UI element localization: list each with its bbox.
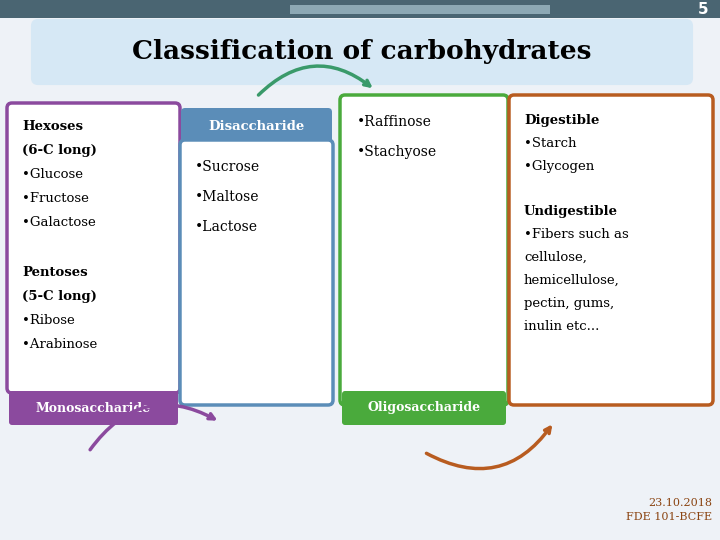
Text: 5: 5 (698, 3, 708, 17)
Text: Undigestible: Undigestible (524, 205, 618, 218)
Text: •Fibers such as: •Fibers such as (524, 228, 629, 241)
Text: Monosaccharide: Monosaccharide (36, 402, 151, 415)
Text: •Sucrose: •Sucrose (195, 160, 260, 174)
Text: cellulose,: cellulose, (524, 251, 587, 264)
FancyBboxPatch shape (181, 108, 332, 144)
FancyBboxPatch shape (510, 108, 712, 144)
Text: 23.10.2018
FDE 101-BCFE: 23.10.2018 FDE 101-BCFE (626, 497, 712, 522)
Text: (5-C long): (5-C long) (22, 290, 97, 303)
Text: Oligosaccharide: Oligosaccharide (367, 402, 480, 415)
FancyBboxPatch shape (342, 391, 506, 425)
Text: Disaccharide: Disaccharide (208, 119, 305, 132)
Text: •Stachyose: •Stachyose (357, 145, 437, 159)
Text: (6-C long): (6-C long) (22, 144, 97, 157)
Text: inulin etc...: inulin etc... (524, 320, 599, 333)
Text: Pentoses: Pentoses (22, 266, 88, 279)
Text: Digestible: Digestible (524, 114, 599, 127)
FancyBboxPatch shape (340, 95, 508, 405)
Text: Polysaccharide: Polysaccharide (556, 119, 667, 132)
Text: •Raffinose: •Raffinose (357, 115, 432, 129)
Text: •Glucose: •Glucose (22, 168, 83, 181)
Text: •Fructose: •Fructose (22, 192, 89, 205)
FancyBboxPatch shape (9, 391, 178, 425)
FancyBboxPatch shape (32, 20, 692, 84)
Text: Classification of carbohydrates: Classification of carbohydrates (132, 39, 592, 64)
Text: •Lactose: •Lactose (195, 220, 258, 234)
Text: Hexoses: Hexoses (22, 120, 83, 133)
FancyBboxPatch shape (509, 95, 713, 405)
FancyBboxPatch shape (7, 103, 180, 393)
FancyBboxPatch shape (0, 0, 720, 18)
Text: •Starch: •Starch (524, 137, 577, 150)
Text: •Ribose: •Ribose (22, 314, 75, 327)
FancyBboxPatch shape (180, 140, 333, 405)
Text: •Glycogen: •Glycogen (524, 160, 594, 173)
Text: pectin, gums,: pectin, gums, (524, 297, 614, 310)
FancyBboxPatch shape (290, 5, 550, 14)
Text: •Arabinose: •Arabinose (22, 338, 97, 351)
Text: hemicellulose,: hemicellulose, (524, 274, 620, 287)
Text: •Maltose: •Maltose (195, 190, 259, 204)
Text: •Galactose: •Galactose (22, 216, 96, 229)
